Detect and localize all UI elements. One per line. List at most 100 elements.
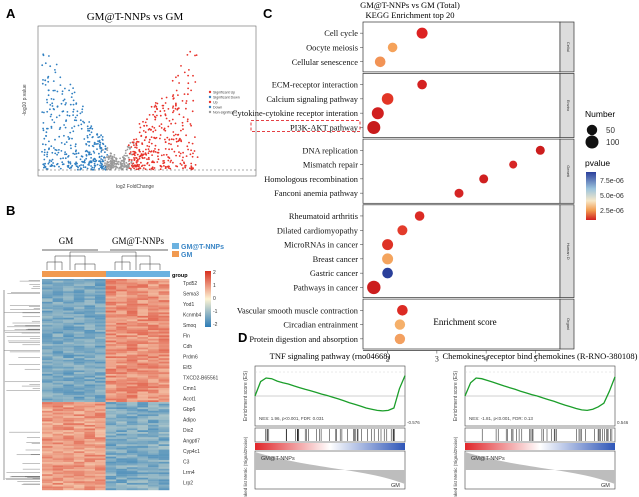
panel-label-c: C	[263, 6, 273, 21]
volcano-point	[191, 110, 194, 113]
kegg-pvalue-scale	[586, 172, 596, 220]
heatmap-cell	[63, 442, 74, 445]
heatmap-cell	[148, 470, 159, 473]
volcano-point	[86, 167, 89, 170]
heatmap-cell	[148, 477, 159, 480]
heatmap-cell	[105, 447, 117, 450]
heatmap-cell	[126, 373, 138, 376]
volcano-point	[194, 136, 196, 139]
heatmap-cell	[116, 396, 127, 399]
heatmap-cell	[84, 326, 96, 329]
volcano-point	[106, 162, 108, 165]
heatmap-cell	[158, 474, 170, 477]
heatmap-cell	[73, 431, 85, 434]
volcano-point	[75, 119, 78, 122]
heatmap-cell	[116, 431, 127, 434]
heatmap-cell	[63, 344, 74, 347]
heatmap-cell	[158, 407, 170, 410]
volcano-point	[98, 141, 101, 143]
heatmap-cell	[137, 324, 149, 327]
heatmap-cell	[116, 319, 127, 322]
volcano-point	[47, 162, 50, 165]
heatmap-cell	[148, 294, 159, 297]
heatmap-cell	[137, 372, 149, 375]
volcano-point	[42, 54, 45, 57]
heatmap-cell	[116, 393, 127, 396]
heatmap-cell	[116, 456, 127, 459]
heatmap-cell	[95, 324, 106, 327]
heatmap-cell	[158, 293, 170, 296]
heatmap-cell	[126, 407, 138, 410]
gsea-phenotype-left: GM@T-NNPs	[261, 456, 295, 462]
volcano-point	[88, 153, 90, 156]
volcano-point	[93, 166, 96, 169]
volcano-point	[72, 110, 75, 113]
heatmap-cell	[126, 393, 138, 396]
heatmap-cell	[84, 468, 96, 471]
heatmap-cell	[84, 477, 96, 480]
heatmap-cell	[84, 319, 96, 322]
heatmap-cell	[73, 396, 85, 399]
volcano-point	[148, 141, 151, 144]
heatmap-cell	[158, 386, 170, 389]
heatmap-cell	[158, 402, 170, 405]
heatmap-cell	[52, 419, 64, 422]
heatmap-cell	[52, 361, 64, 364]
volcano-point	[63, 124, 65, 126]
heatmap-cell	[105, 398, 117, 401]
heatmap-cell	[84, 284, 96, 287]
volcano-point	[106, 149, 109, 152]
volcano-point	[80, 127, 83, 130]
heatmap-cell	[158, 308, 170, 311]
heatmap-cell	[105, 335, 117, 338]
heatmap-cell	[148, 286, 159, 288]
volcano-point	[176, 145, 179, 147]
volcano-point	[88, 151, 91, 154]
heatmap-cell	[42, 314, 53, 317]
volcano-point	[159, 137, 161, 140]
heatmap-cell	[105, 337, 117, 339]
heatmap-cell	[52, 375, 64, 378]
heatmap-cell	[42, 435, 53, 438]
heatmap-cell	[148, 329, 159, 332]
heatmap-cell	[126, 322, 138, 325]
volcano-point	[87, 140, 89, 143]
heatmap-cell	[84, 463, 96, 466]
heatmap-cell	[105, 300, 117, 303]
heatmap-cell	[126, 300, 138, 303]
heatmap-cell	[116, 361, 127, 364]
heatmap-cell	[95, 449, 106, 452]
heatmap-gene-label: Smoq	[183, 323, 196, 329]
kegg-size-legend-label: 50	[606, 126, 615, 135]
heatmap-cell	[116, 409, 127, 412]
volcano-point	[44, 79, 47, 82]
heatmap-cell	[137, 468, 149, 471]
heatmap-cell	[73, 293, 85, 296]
volcano-point	[154, 118, 157, 121]
heatmap-cell	[73, 391, 85, 394]
volcano-legend-label: Down	[213, 106, 222, 110]
volcano-point	[46, 155, 48, 158]
heatmap-cell	[116, 424, 127, 427]
heatmap-cell	[52, 463, 64, 466]
volcano-point	[80, 123, 83, 126]
heatmap-gene-label: Acot1	[183, 397, 196, 403]
heatmap-cell	[42, 279, 53, 281]
heatmap-cell	[116, 384, 127, 387]
heatmap-cell	[137, 354, 149, 357]
heatmap-cell	[158, 481, 170, 484]
volcano-point	[123, 162, 125, 165]
heatmap-cell	[137, 447, 149, 450]
heatmap-scale-ticks: 210-1-2	[213, 270, 218, 328]
volcano-point	[72, 152, 75, 155]
heatmap-cell	[84, 421, 96, 424]
volcano-point	[76, 168, 79, 171]
volcano-point	[42, 129, 45, 132]
heatmap-cell	[158, 389, 170, 392]
volcano-point	[180, 164, 183, 166]
volcano-point	[134, 146, 137, 149]
heatmap-cell	[52, 395, 64, 398]
volcano-point	[67, 136, 70, 138]
kegg-term-label: Protein digestion and absorption	[249, 335, 358, 344]
volcano-point	[107, 156, 109, 159]
